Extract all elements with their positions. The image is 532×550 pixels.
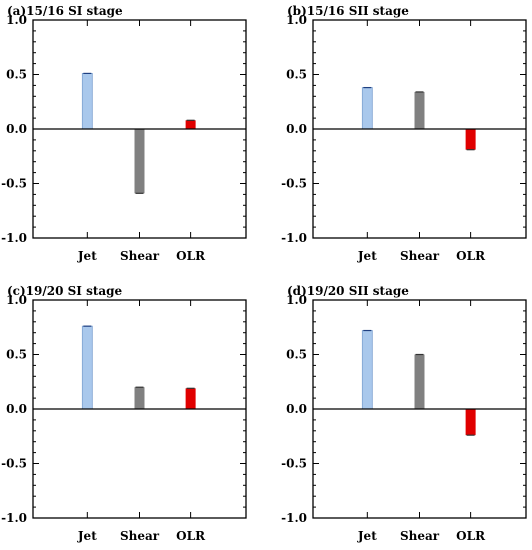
- chart-title: (c)19/20 SI stage: [7, 284, 123, 298]
- bar-shear: [134, 129, 145, 194]
- category-label: OLR: [456, 529, 486, 543]
- y-tick-label: 0.0: [6, 122, 27, 136]
- y-tick-label: -1.0: [281, 231, 307, 245]
- category-label: OLR: [456, 249, 486, 263]
- bar-shear: [134, 387, 145, 409]
- bar-olr: [185, 120, 196, 129]
- category-label: Shear: [400, 529, 440, 543]
- category-label: Jet: [357, 529, 377, 543]
- y-tick-label: 1.0: [286, 13, 307, 27]
- bar-jet: [81, 325, 93, 410]
- y-tick-label: 1.0: [286, 293, 307, 307]
- y-tick-label: 0.0: [6, 402, 27, 416]
- chart-title: (d)19/20 SII stage: [287, 284, 409, 298]
- category-label: Jet: [77, 529, 97, 543]
- category-label: Jet: [77, 249, 97, 263]
- y-tick-label: -0.5: [281, 177, 307, 191]
- category-label: Jet: [357, 249, 377, 263]
- bar-jet: [361, 330, 373, 410]
- y-tick-label: -1.0: [281, 511, 307, 525]
- y-tick-label: 0.0: [286, 402, 307, 416]
- y-tick-label: 0.5: [286, 68, 307, 82]
- y-tick-label: -0.5: [1, 177, 27, 191]
- y-tick-label: -0.5: [281, 457, 307, 471]
- y-tick-label: 0.0: [286, 122, 307, 136]
- bar-jet: [361, 87, 373, 130]
- bar-olr: [185, 388, 196, 409]
- category-label: Shear: [400, 249, 440, 263]
- y-tick-label: 0.5: [6, 348, 27, 362]
- y-tick-label: -1.0: [1, 231, 27, 245]
- category-label: OLR: [176, 249, 206, 263]
- y-tick-label: 1.0: [6, 293, 27, 307]
- chart-title: (a)15/16 SI stage: [7, 4, 123, 18]
- y-tick-label: -0.5: [1, 457, 27, 471]
- category-label: OLR: [176, 529, 206, 543]
- y-tick-label: 1.0: [6, 13, 27, 27]
- category-label: Shear: [120, 529, 160, 543]
- bar-olr: [465, 129, 476, 150]
- category-label: Shear: [120, 249, 160, 263]
- bar-olr: [465, 409, 476, 436]
- y-tick-label: 0.5: [6, 68, 27, 82]
- y-tick-label: 0.5: [286, 348, 307, 362]
- y-tick-label: -1.0: [1, 511, 27, 525]
- chart-title: (b)15/16 SII stage: [287, 4, 409, 18]
- bar-jet: [81, 73, 93, 130]
- bar-shear: [414, 91, 425, 129]
- bar-shear: [414, 354, 425, 409]
